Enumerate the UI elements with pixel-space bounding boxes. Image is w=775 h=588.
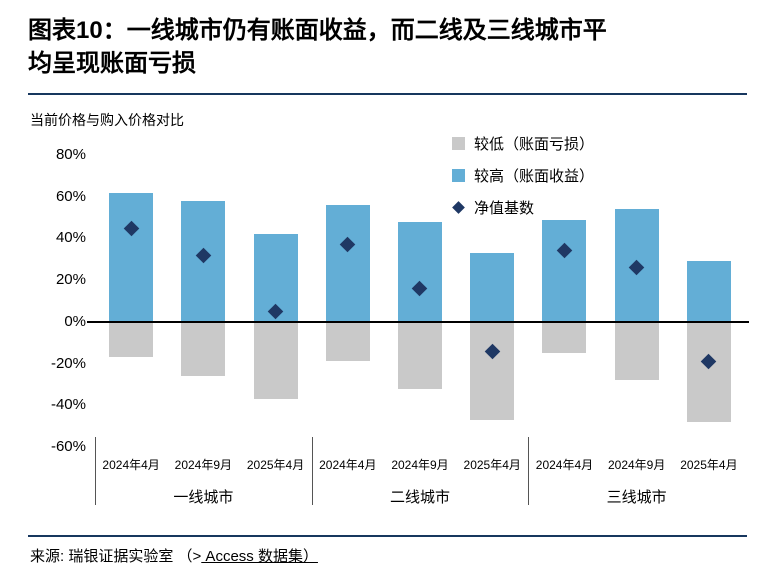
- legend-swatch-loss: [452, 136, 465, 150]
- y-axis-tick-label: -20%: [50, 354, 86, 372]
- legend-item-net: 净值基数: [452, 191, 594, 223]
- bar-slot: [528, 155, 600, 447]
- bar-loss: [181, 321, 226, 377]
- x-axis-group: 2024年4月 2024年9月 2025年4月一线城市: [95, 447, 312, 511]
- footer-divider: [28, 535, 747, 537]
- x-axis-group: 2024年4月 2024年9月 2025年4月三线城市: [528, 447, 745, 511]
- bar-slot: [384, 155, 456, 447]
- source-line: 来源: 瑞银证据实验室 （> Access 数据集）: [30, 545, 318, 566]
- legend-swatch-gain: [452, 168, 465, 182]
- x-axis-tick-label: 2025年4月: [680, 458, 738, 472]
- page-title-line1: 图表10：一线城市仍有账面收益，而二线及三线城市平: [28, 17, 607, 44]
- bar-slot: [312, 155, 384, 447]
- y-axis-tick-label: 60%: [55, 187, 86, 205]
- x-axis-divider: [311, 437, 313, 505]
- bar-gain: [397, 221, 442, 322]
- legend-label-net: 净值基数: [474, 199, 535, 217]
- bar-gain: [109, 192, 154, 322]
- x-axis-group: 2024年4月 2024年9月 2025年4月二线城市: [312, 447, 529, 511]
- bar-loss: [109, 321, 154, 358]
- bar-slot: [95, 155, 167, 447]
- plot-area: 较低（账面亏损） 较高（账面收益） 净值基数: [87, 136, 749, 447]
- bar-slot: [456, 155, 528, 447]
- bar-loss: [470, 321, 515, 420]
- y-axis-tick-label: 20%: [55, 271, 86, 289]
- x-axis-divider: [95, 437, 96, 505]
- legend-label-gain: 较高（账面收益）: [474, 167, 595, 185]
- bar-slot: [239, 155, 311, 447]
- bar-loss: [614, 321, 659, 381]
- x-axis-group-label: 三线城市: [606, 489, 667, 506]
- page-title: 图表10：一线城市仍有账面收益，而二线及三线城市平 均呈现账面亏损: [28, 14, 747, 80]
- bar-slot: [167, 155, 239, 447]
- source-text: 来源: 瑞银证据实验室 （>: [30, 548, 202, 565]
- bar-slot: [673, 155, 745, 447]
- x-axis-tick-label: 2024年9月: [391, 458, 449, 472]
- bar-gain: [686, 261, 731, 322]
- legend-item-loss: 较低（账面亏损）: [452, 127, 594, 159]
- source-link[interactable]: Access 数据集）: [201, 548, 318, 565]
- bar-gain: [325, 205, 370, 322]
- bar-loss: [686, 321, 731, 422]
- chart-figure: 80% 60% 40% 20% 0% -20% -40% -60% 较低（账面亏损） 较高（账…: [30, 135, 749, 520]
- y-axis-tick-label: -40%: [50, 396, 86, 414]
- bar-slot: [601, 155, 673, 447]
- bar-loss: [253, 321, 298, 399]
- zero-axis-line: [87, 321, 749, 323]
- bar-loss: [325, 321, 370, 362]
- x-axis-tick-row: 2024年4月 2024年9月 2025年4月: [528, 456, 745, 473]
- x-axis-tick-row: 2024年4月 2024年9月 2025年4月: [312, 456, 529, 473]
- legend-item-gain: 较高（账面收益）: [452, 159, 594, 191]
- legend-diamond-icon: [452, 200, 465, 214]
- x-axis-tick-label: 2024年9月: [174, 458, 233, 472]
- x-axis: 2024年4月 2024年9月 2025年4月 一线城市 2024年4月 2024年9月 2…: [95, 447, 745, 511]
- bar-loss: [542, 321, 587, 354]
- x-axis-group-label: 一线城市: [173, 489, 234, 506]
- y-axis-tick-label: -60%: [50, 438, 86, 455]
- title-divider: [28, 93, 747, 95]
- y-axis: 80% 60% 40% 20% 0% -20% -40% -60%: [30, 146, 86, 455]
- x-axis-tick-label: 2024年9月: [607, 458, 666, 472]
- x-axis-tick-label: 2024年4月: [102, 458, 160, 472]
- x-axis-divider: [528, 437, 530, 505]
- x-axis-group-label: 二线城市: [390, 489, 451, 506]
- page-title-line2: 均呈现账面亏损: [28, 50, 196, 77]
- bar-loss: [397, 321, 442, 389]
- y-axis-tick-label: 80%: [55, 146, 86, 163]
- x-axis-tick-row: 2024年4月 2024年9月 2025年4月: [95, 456, 312, 473]
- bars-layer: [95, 155, 745, 447]
- x-axis-tick-label: 2024年4月: [319, 458, 377, 472]
- chart-axis-title: 当前价格与购入价格对比: [30, 112, 184, 128]
- y-axis-tick-label: 0%: [64, 312, 86, 330]
- legend: 较低（账面亏损） 较高（账面收益） 净值基数: [452, 127, 594, 223]
- bar-gain: [542, 219, 587, 322]
- bar-gain: [470, 253, 515, 322]
- y-axis-tick-label: 40%: [55, 229, 86, 247]
- x-axis-tick-label: 2025年4月: [463, 458, 521, 472]
- x-axis-tick-label: 2024年4月: [535, 458, 594, 472]
- legend-label-loss: 较低（账面亏损）: [474, 135, 595, 153]
- x-axis-tick-label: 2025年4月: [246, 458, 305, 472]
